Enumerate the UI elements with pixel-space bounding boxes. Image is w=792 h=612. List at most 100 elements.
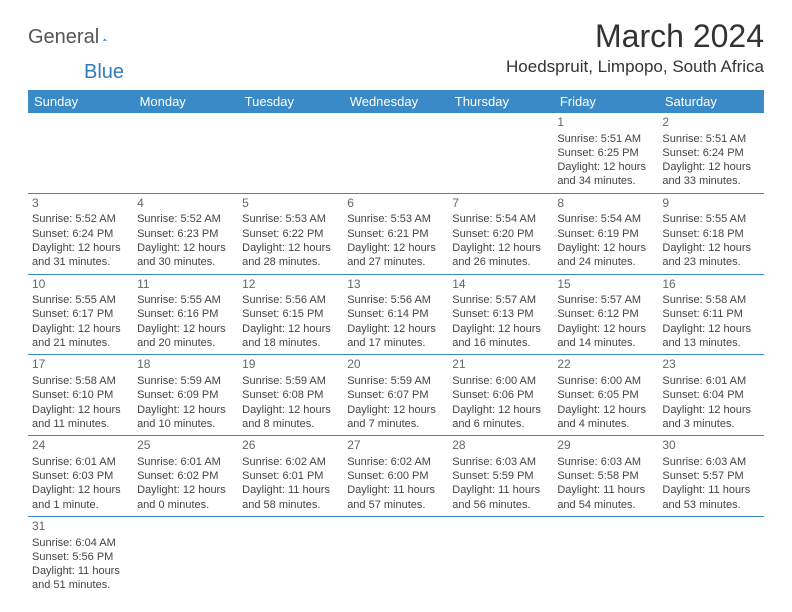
day-info-line: and 33 minutes. xyxy=(662,174,759,188)
calendar-week-row: 17Sunrise: 5:58 AMSunset: 6:10 PMDayligh… xyxy=(28,355,764,436)
day-info-line: and 10 minutes. xyxy=(137,417,234,431)
day-info-line: Sunset: 5:56 PM xyxy=(32,550,129,564)
day-info-line: Sunrise: 5:59 AM xyxy=(242,374,339,388)
day-info-line: and 24 minutes. xyxy=(557,255,654,269)
calendar-day-cell: 6Sunrise: 5:53 AMSunset: 6:21 PMDaylight… xyxy=(343,193,448,274)
day-info-line: and 26 minutes. xyxy=(452,255,549,269)
day-info-line: Sunrise: 6:02 AM xyxy=(347,455,444,469)
day-info-line: Sunset: 6:09 PM xyxy=(137,388,234,402)
day-info-line: and 27 minutes. xyxy=(347,255,444,269)
day-number: 27 xyxy=(347,438,444,454)
day-info-line: Daylight: 12 hours xyxy=(242,322,339,336)
day-info-line: Daylight: 12 hours xyxy=(242,403,339,417)
day-number: 19 xyxy=(242,357,339,373)
day-info-line: Sunset: 6:13 PM xyxy=(452,307,549,321)
day-info-line: and 53 minutes. xyxy=(662,498,759,512)
calendar-day-cell: 9Sunrise: 5:55 AMSunset: 6:18 PMDaylight… xyxy=(658,193,763,274)
day-info-line: Sunrise: 5:51 AM xyxy=(557,132,654,146)
day-info-line: Daylight: 12 hours xyxy=(242,241,339,255)
day-number: 21 xyxy=(452,357,549,373)
day-info-line: Sunrise: 5:53 AM xyxy=(242,212,339,226)
calendar-day-cell: 25Sunrise: 6:01 AMSunset: 6:02 PMDayligh… xyxy=(133,436,238,517)
day-info-line: Sunrise: 5:58 AM xyxy=(662,293,759,307)
calendar-day-cell: 24Sunrise: 6:01 AMSunset: 6:03 PMDayligh… xyxy=(28,436,133,517)
day-info-line: Sunrise: 6:03 AM xyxy=(557,455,654,469)
calendar-day-cell: 31Sunrise: 6:04 AMSunset: 5:56 PMDayligh… xyxy=(28,516,133,596)
day-number: 26 xyxy=(242,438,339,454)
day-info-line: Sunset: 6:25 PM xyxy=(557,146,654,160)
calendar-empty-cell xyxy=(28,113,133,193)
day-info-line: and 31 minutes. xyxy=(32,255,129,269)
day-info-line: Sunset: 6:08 PM xyxy=(242,388,339,402)
calendar-empty-cell xyxy=(238,113,343,193)
weekday-header: Friday xyxy=(553,90,658,113)
calendar-day-cell: 15Sunrise: 5:57 AMSunset: 6:12 PMDayligh… xyxy=(553,274,658,355)
day-number: 24 xyxy=(32,438,129,454)
weekday-header: Monday xyxy=(133,90,238,113)
day-info-line: and 0 minutes. xyxy=(137,498,234,512)
day-info-line: and 18 minutes. xyxy=(242,336,339,350)
day-info-line: Daylight: 12 hours xyxy=(557,241,654,255)
calendar-empty-cell xyxy=(553,516,658,596)
day-info-line: Sunrise: 5:53 AM xyxy=(347,212,444,226)
calendar-day-cell: 16Sunrise: 5:58 AMSunset: 6:11 PMDayligh… xyxy=(658,274,763,355)
day-number: 13 xyxy=(347,277,444,293)
day-info-line: Sunrise: 5:56 AM xyxy=(347,293,444,307)
month-title: March 2024 xyxy=(506,18,764,55)
day-info-line: Sunrise: 6:01 AM xyxy=(32,455,129,469)
day-info-line: Sunrise: 6:00 AM xyxy=(557,374,654,388)
day-info-line: and 4 minutes. xyxy=(557,417,654,431)
calendar-empty-cell xyxy=(448,113,553,193)
day-number: 8 xyxy=(557,196,654,212)
day-info-line: Daylight: 12 hours xyxy=(557,403,654,417)
day-info-line: Sunrise: 5:52 AM xyxy=(32,212,129,226)
day-info-line: and 14 minutes. xyxy=(557,336,654,350)
day-info-line: Sunrise: 5:54 AM xyxy=(452,212,549,226)
calendar-body: 1Sunrise: 5:51 AMSunset: 6:25 PMDaylight… xyxy=(28,113,764,597)
day-number: 17 xyxy=(32,357,129,373)
calendar-week-row: 10Sunrise: 5:55 AMSunset: 6:17 PMDayligh… xyxy=(28,274,764,355)
day-info-line: Daylight: 12 hours xyxy=(32,483,129,497)
day-info-line: Sunrise: 5:52 AM xyxy=(137,212,234,226)
day-info-line: Sunset: 5:59 PM xyxy=(452,469,549,483)
calendar-week-row: 31Sunrise: 6:04 AMSunset: 5:56 PMDayligh… xyxy=(28,516,764,596)
day-info-line: Daylight: 12 hours xyxy=(32,403,129,417)
day-info-line: Sunset: 5:58 PM xyxy=(557,469,654,483)
weekday-header: Wednesday xyxy=(343,90,448,113)
day-info-line: Daylight: 12 hours xyxy=(662,160,759,174)
logo: General xyxy=(28,26,127,49)
day-info-line: Sunrise: 6:04 AM xyxy=(32,536,129,550)
calendar-day-cell: 2Sunrise: 5:51 AMSunset: 6:24 PMDaylight… xyxy=(658,113,763,193)
calendar-day-cell: 20Sunrise: 5:59 AMSunset: 6:07 PMDayligh… xyxy=(343,355,448,436)
calendar-week-row: 1Sunrise: 5:51 AMSunset: 6:25 PMDaylight… xyxy=(28,113,764,193)
calendar-day-cell: 26Sunrise: 6:02 AMSunset: 6:01 PMDayligh… xyxy=(238,436,343,517)
calendar-day-cell: 8Sunrise: 5:54 AMSunset: 6:19 PMDaylight… xyxy=(553,193,658,274)
day-info-line: and 8 minutes. xyxy=(242,417,339,431)
day-info-line: Daylight: 12 hours xyxy=(557,160,654,174)
calendar-day-cell: 19Sunrise: 5:59 AMSunset: 6:08 PMDayligh… xyxy=(238,355,343,436)
day-info-line: and 23 minutes. xyxy=(662,255,759,269)
calendar-day-cell: 11Sunrise: 5:55 AMSunset: 6:16 PMDayligh… xyxy=(133,274,238,355)
day-info-line: Sunset: 6:14 PM xyxy=(347,307,444,321)
day-info-line: and 20 minutes. xyxy=(137,336,234,350)
day-info-line: Sunset: 6:20 PM xyxy=(452,227,549,241)
day-info-line: Daylight: 11 hours xyxy=(347,483,444,497)
day-info-line: Daylight: 12 hours xyxy=(662,322,759,336)
day-info-line: Daylight: 12 hours xyxy=(32,322,129,336)
calendar-empty-cell xyxy=(658,516,763,596)
weekday-header: Sunday xyxy=(28,90,133,113)
day-info-line: and 54 minutes. xyxy=(557,498,654,512)
calendar-empty-cell xyxy=(343,113,448,193)
day-info-line: Sunset: 6:03 PM xyxy=(32,469,129,483)
day-info-line: Daylight: 12 hours xyxy=(452,322,549,336)
day-info-line: and 57 minutes. xyxy=(347,498,444,512)
day-number: 4 xyxy=(137,196,234,212)
calendar-day-cell: 1Sunrise: 5:51 AMSunset: 6:25 PMDaylight… xyxy=(553,113,658,193)
day-info-line: Sunset: 6:24 PM xyxy=(662,146,759,160)
day-number: 23 xyxy=(662,357,759,373)
day-info-line: Sunrise: 5:57 AM xyxy=(557,293,654,307)
day-info-line: and 3 minutes. xyxy=(662,417,759,431)
day-number: 16 xyxy=(662,277,759,293)
day-info-line: Sunset: 6:21 PM xyxy=(347,227,444,241)
calendar-empty-cell xyxy=(133,516,238,596)
